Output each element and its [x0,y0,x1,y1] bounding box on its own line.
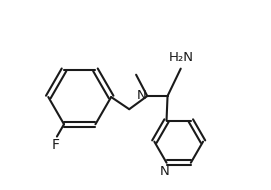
Text: F: F [52,138,60,152]
Text: H₂N: H₂N [169,51,194,64]
Text: N: N [137,89,146,102]
Text: N: N [160,165,170,178]
